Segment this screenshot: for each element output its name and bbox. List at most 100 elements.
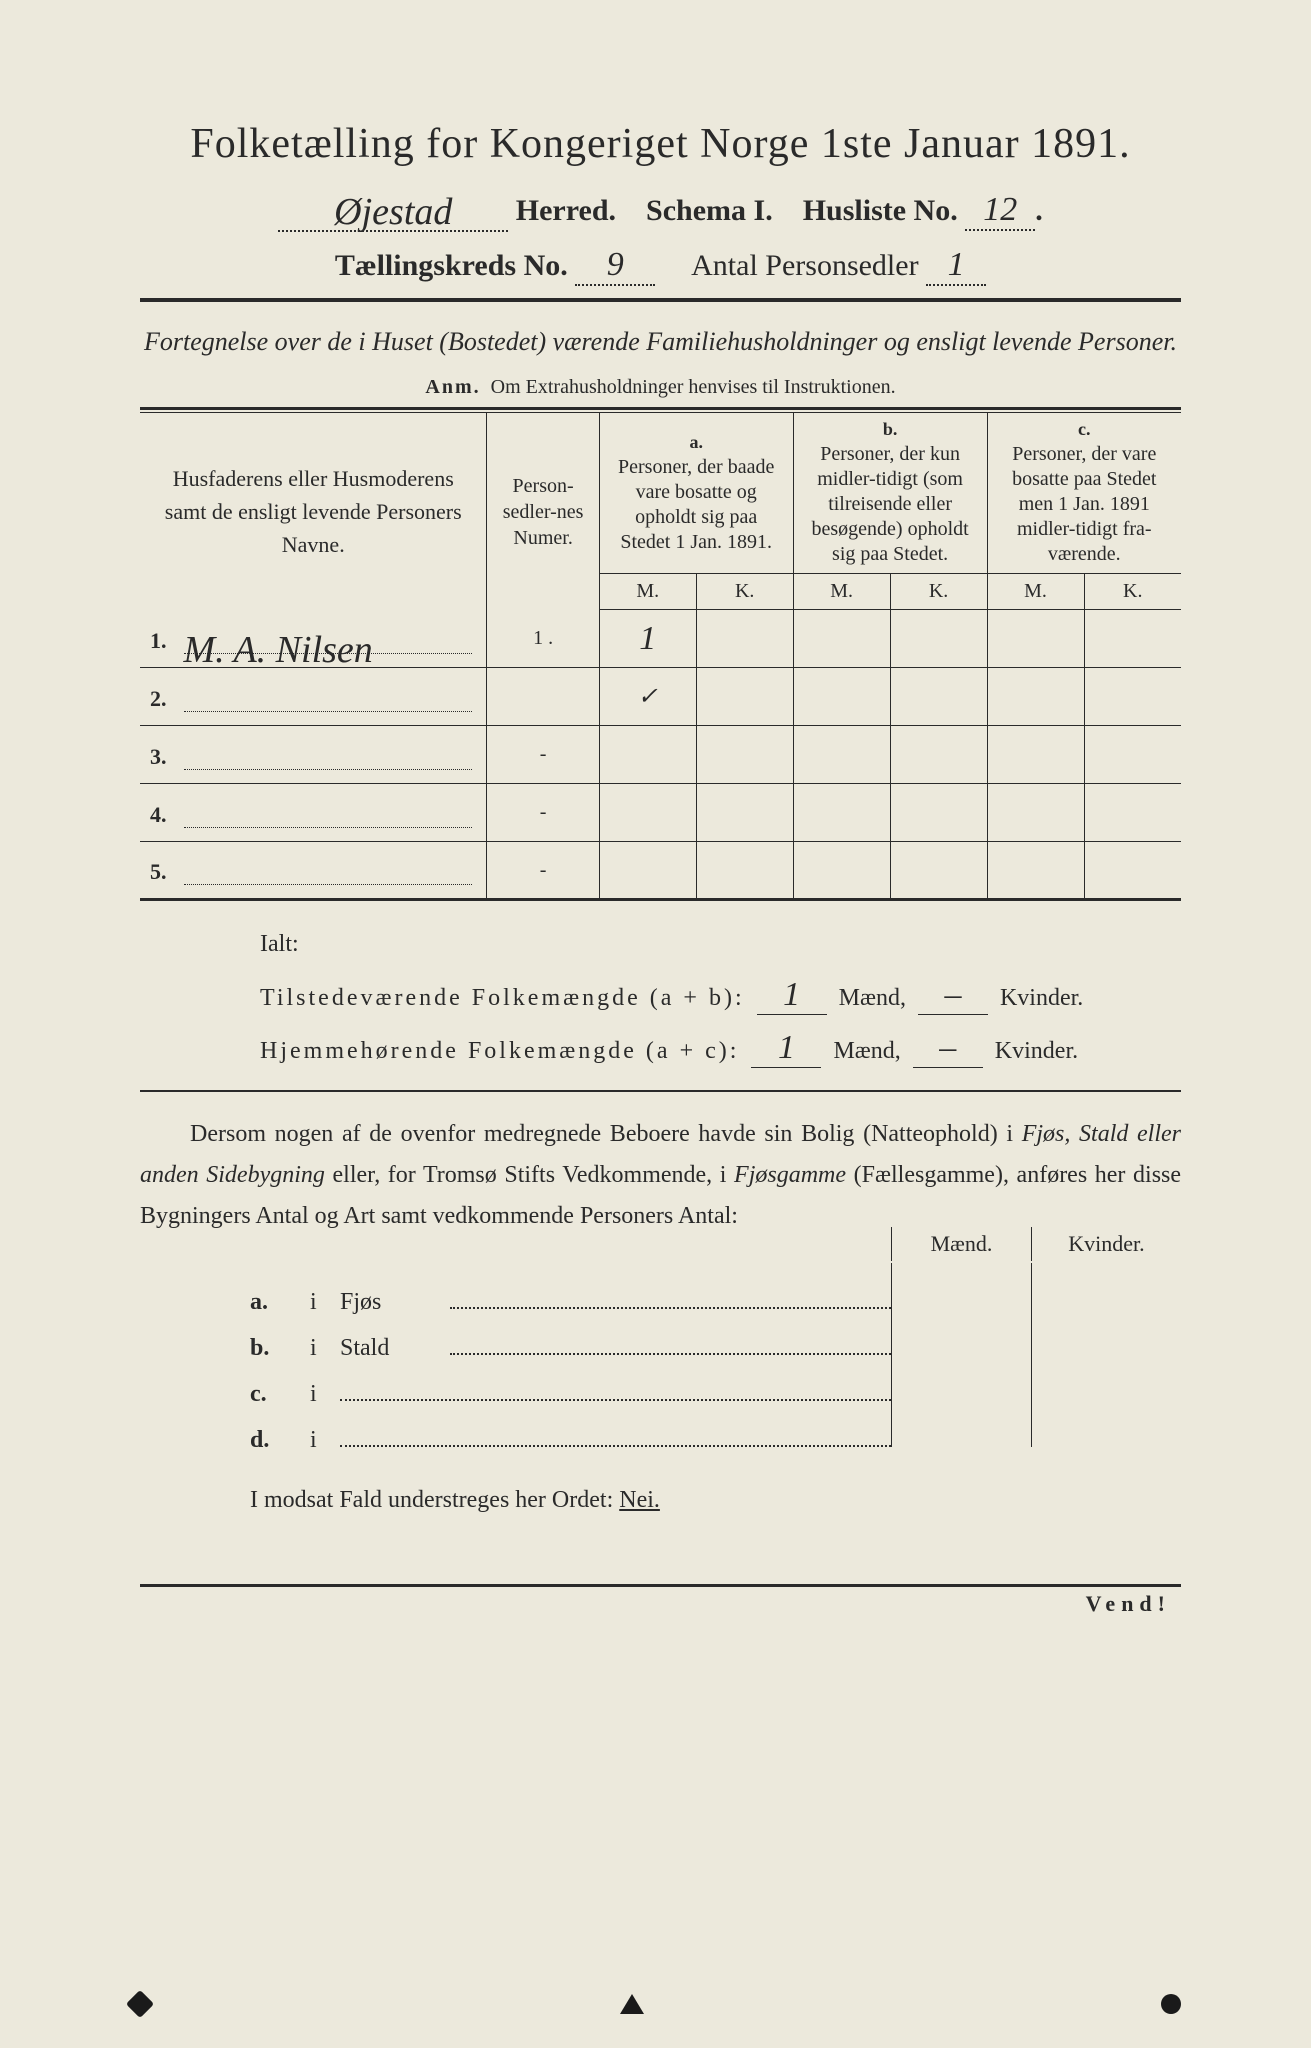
row-1-n: 1.	[150, 628, 178, 654]
c-k: K.	[1084, 574, 1181, 610]
b-a-m	[891, 1263, 1031, 1309]
footer-rule	[140, 1584, 1181, 1587]
subtitle: Fortegnelse over de i Huset (Bostedet) v…	[140, 324, 1181, 360]
census-form-page: Folketælling for Kongeriget Norge 1ste J…	[0, 0, 1311, 2048]
row-4-bm	[793, 784, 890, 842]
col-a-letter: a.	[608, 432, 785, 455]
row-3-n: 3.	[150, 744, 178, 770]
kreds-field: 9	[575, 246, 655, 286]
hjemme-m: 1	[751, 1029, 821, 1068]
row-3-bk	[890, 726, 987, 784]
kreds-label: Tællingskreds No.	[335, 249, 568, 282]
row-5-ck	[1084, 842, 1181, 900]
row-1-name: 1. M. A. Nilsen	[140, 610, 487, 668]
col-b-header: b. Personer, der kun midler-tidigt (som …	[793, 413, 987, 574]
herred-label: Herred.	[516, 194, 616, 227]
row-1-cm	[987, 610, 1084, 668]
punch-hole-icon	[620, 1994, 644, 2014]
husliste-dot: .	[1035, 194, 1043, 227]
row-5-bk	[890, 842, 987, 900]
row-3-name: 3.	[140, 726, 487, 784]
row-3-bm	[793, 726, 890, 784]
ialt-label: Ialt:	[260, 931, 1181, 958]
row-4-num: -	[487, 784, 599, 842]
table-row: 4. -	[140, 784, 1181, 842]
tilstede-label: Tilstedeværende Folkemængde (a + b):	[260, 985, 745, 1011]
b-d-k	[1031, 1401, 1181, 1447]
row-5-bm	[793, 842, 890, 900]
col-name-header: Husfaderens eller Husmoderens samt de en…	[140, 413, 487, 610]
col-c-letter: c.	[996, 419, 1173, 442]
b-d-i: i	[310, 1427, 340, 1454]
table-row: 1. M. A. Nilsen 1 . 1	[140, 610, 1181, 668]
table-header-row-1: Husfaderens eller Husmoderens samt de en…	[140, 413, 1181, 574]
schema-label: Schema I.	[646, 194, 773, 227]
row-4-ak	[696, 784, 793, 842]
row-5-name: 5.	[140, 842, 487, 900]
row-2-bm	[793, 668, 890, 726]
b-c-dots	[340, 1383, 891, 1401]
b-c-i: i	[310, 1381, 340, 1408]
row-1-ck	[1084, 610, 1181, 668]
antal-value: 1	[948, 246, 965, 283]
para-t2: eller, for Tromsø Stifts Vedkommende, i	[333, 1162, 735, 1188]
antal-field: 1	[926, 246, 986, 286]
nei-word: Nei.	[619, 1487, 660, 1513]
row-1-am: 1	[599, 610, 696, 668]
row-3-cm	[987, 726, 1084, 784]
col-name-text: Husfaderens eller Husmoderens samt de en…	[165, 466, 462, 557]
row-2-cm	[987, 668, 1084, 726]
tilstede-row: Tilstedeværende Folkemængde (a + b): 1 M…	[260, 976, 1181, 1015]
hjemme-k: –	[913, 1029, 983, 1068]
row-4-n: 4.	[150, 802, 178, 828]
b-hdr-k: Kvinder.	[1031, 1227, 1181, 1261]
antal-label: Antal Personsedler	[691, 249, 918, 282]
maend-2: Mænd,	[833, 1038, 900, 1064]
b-c-label: c.	[250, 1381, 310, 1408]
table-row: 5. -	[140, 842, 1181, 900]
tilstede-m: 1	[757, 976, 827, 1015]
table-row: 3. -	[140, 726, 1181, 784]
b-a-dots	[450, 1291, 891, 1309]
hjemme-row: Hjemmehørende Folkemængde (a + c): 1 Mæn…	[260, 1029, 1181, 1068]
kvinder-1: Kvinder.	[1000, 985, 1083, 1011]
building-row-a: a. i Fjøs	[250, 1263, 1181, 1309]
tilstede-k: –	[918, 976, 988, 1015]
subtitle-text: Fortegnelse over de i Huset (Bostedet) v…	[144, 327, 1177, 356]
row-1-bm	[793, 610, 890, 668]
herred-value: Øjestad	[334, 191, 452, 233]
b-a-k	[1031, 1263, 1181, 1309]
nei-pre: I modsat Fald understreges her Ordet:	[250, 1487, 619, 1513]
row-1-num: 1 .	[487, 610, 599, 668]
row-1-name-val: M. A. Nilsen	[184, 628, 373, 657]
divider-2	[140, 1090, 1181, 1092]
hjemme-label: Hjemmehørende Folkemængde (a + c):	[260, 1038, 739, 1064]
husliste-value: 12	[983, 191, 1017, 228]
b-m: M.	[793, 574, 890, 610]
row-2-name: 2.	[140, 668, 487, 726]
building-paragraph: Dersom nogen af de ovenfor medregnede Be…	[140, 1114, 1181, 1236]
punch-hole-icon	[1161, 1994, 1181, 2014]
col-c-header: c. Personer, der vare bosatte paa Stedet…	[987, 413, 1181, 574]
main-table: Husfaderens eller Husmoderens samt de en…	[140, 413, 1181, 901]
col-b-letter: b.	[802, 419, 979, 442]
row-4-am	[599, 784, 696, 842]
b-d-m	[891, 1401, 1031, 1447]
col-num-header: Person-sedler-nes Numer.	[487, 413, 599, 610]
b-c-m	[891, 1355, 1031, 1401]
building-header: Mænd.Kvinder.	[891, 1227, 1181, 1261]
b-b-i: i	[310, 1335, 340, 1362]
b-b-m	[891, 1309, 1031, 1355]
b-a-cat: Fjøs	[340, 1289, 450, 1316]
herred-field: Øjestad	[278, 186, 508, 232]
vend-label: Vend!	[140, 1591, 1181, 1617]
col-a-header: a. Personer, der baade vare bosatte og o…	[599, 413, 793, 574]
building-list: Mænd.Kvinder. a. i Fjøs b. i Stald c. i …	[250, 1263, 1181, 1447]
row-5-am	[599, 842, 696, 900]
c-m: M.	[987, 574, 1084, 610]
building-row-d: d. i	[250, 1401, 1181, 1447]
maend-1: Mænd,	[839, 985, 906, 1011]
b-b-k	[1031, 1309, 1181, 1355]
divider-1	[140, 298, 1181, 302]
header-line-3: Tællingskreds No. 9 Antal Personsedler 1	[140, 246, 1181, 286]
